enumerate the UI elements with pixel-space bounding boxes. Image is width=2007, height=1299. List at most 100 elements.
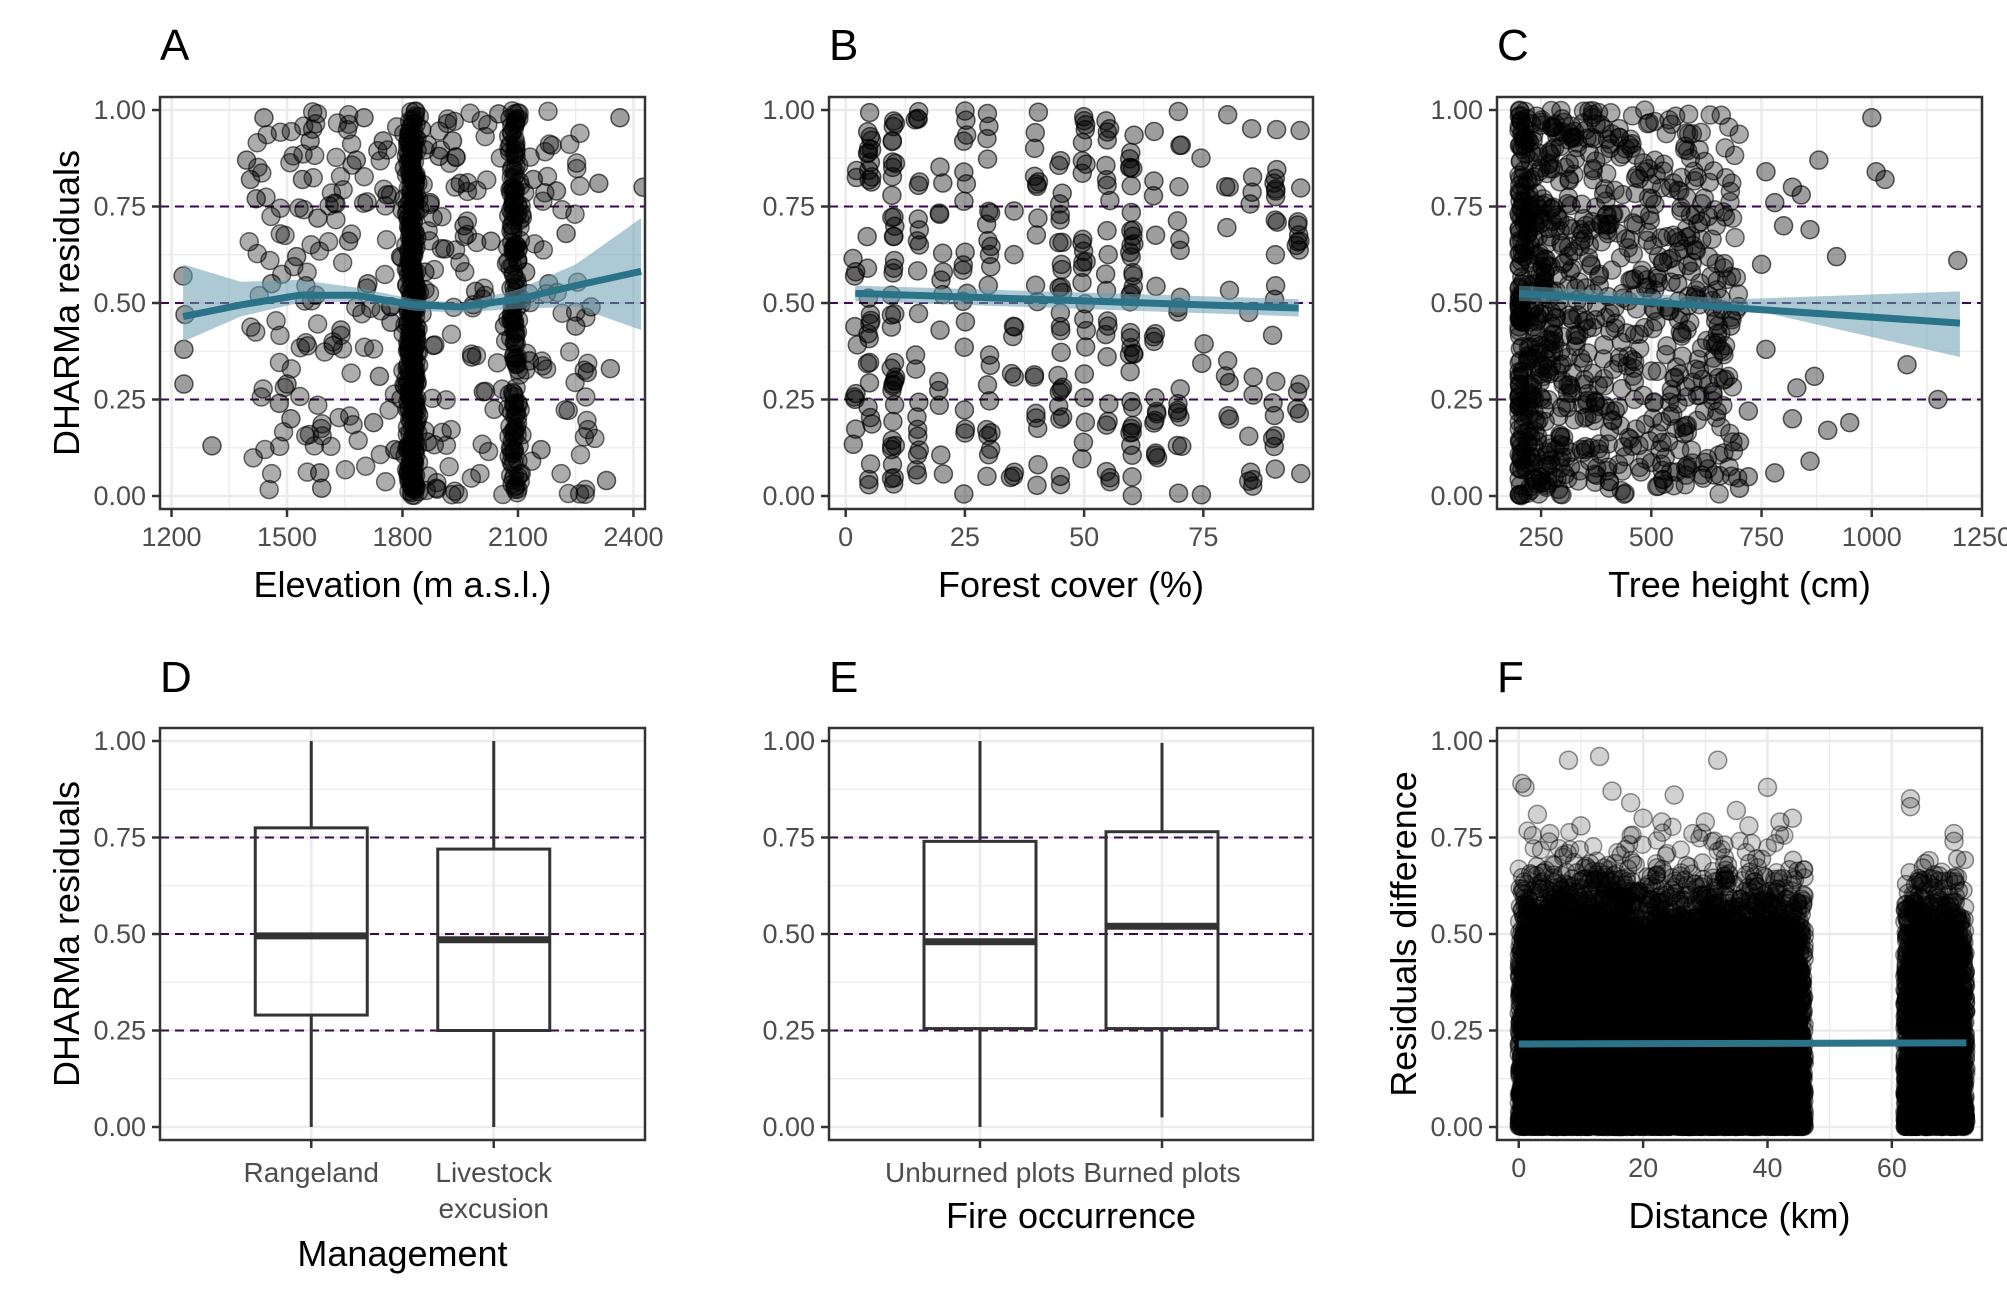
data-point bbox=[1509, 386, 1529, 406]
data-point bbox=[1782, 409, 1803, 429]
data-point bbox=[1167, 435, 1188, 456]
x-axis-title: Elevation (m a.s.l.) bbox=[253, 564, 551, 605]
data-point bbox=[1548, 265, 1568, 286]
data-point bbox=[321, 436, 341, 457]
data-point bbox=[1264, 173, 1284, 193]
data-point bbox=[1528, 147, 1548, 167]
data-point bbox=[301, 235, 321, 255]
data-point bbox=[477, 170, 497, 190]
data-point bbox=[546, 181, 567, 201]
data-point bbox=[1191, 485, 1212, 505]
category-label: Unburned plots bbox=[885, 1157, 1075, 1188]
data-point bbox=[1666, 462, 1687, 482]
data-point bbox=[1143, 186, 1164, 206]
data-point bbox=[346, 150, 367, 170]
data-point bbox=[381, 312, 401, 333]
data-point bbox=[1657, 336, 1677, 356]
data-point bbox=[1862, 107, 1882, 128]
data-point bbox=[1551, 427, 1571, 447]
data-point bbox=[1784, 1113, 1803, 1132]
box-2 bbox=[1104, 742, 1220, 1118]
data-point bbox=[415, 262, 435, 282]
data-point bbox=[337, 120, 358, 140]
data-point bbox=[1048, 365, 1068, 386]
x-axis-title: Fire occurrence bbox=[946, 1195, 1196, 1236]
data-point bbox=[860, 304, 881, 325]
data-point bbox=[906, 460, 927, 480]
data-point bbox=[1557, 908, 1577, 928]
data-point bbox=[1928, 389, 1948, 410]
data-point bbox=[1072, 257, 1093, 278]
x-tick-label: 50 bbox=[1069, 522, 1099, 552]
data-point bbox=[979, 201, 999, 222]
data-point bbox=[1517, 224, 1538, 244]
data-point bbox=[1529, 466, 1550, 487]
data-point bbox=[423, 335, 444, 356]
data-point bbox=[1875, 169, 1895, 190]
data-point bbox=[862, 414, 882, 434]
data-point bbox=[275, 225, 295, 246]
data-point bbox=[1240, 194, 1260, 214]
x-tick-label: 1800 bbox=[372, 522, 432, 552]
data-point bbox=[1659, 1106, 1678, 1125]
data-point bbox=[882, 166, 903, 187]
data-point bbox=[494, 316, 515, 336]
data-point bbox=[1694, 401, 1715, 422]
data-point bbox=[884, 226, 904, 247]
data-point bbox=[236, 150, 257, 170]
data-point bbox=[465, 281, 486, 302]
y-tick-label: 0.75 bbox=[93, 192, 146, 222]
data-point bbox=[1707, 898, 1726, 917]
data-point bbox=[446, 147, 466, 167]
data-point bbox=[1559, 154, 1580, 174]
data-point bbox=[441, 324, 462, 344]
data-point bbox=[1051, 342, 1071, 363]
smooth-line bbox=[182, 267, 642, 320]
data-point bbox=[1003, 326, 1023, 347]
data-point bbox=[1000, 467, 1021, 488]
data-point bbox=[1763, 980, 1783, 1000]
data-point bbox=[403, 212, 424, 232]
data-point bbox=[1646, 476, 1667, 497]
data-point bbox=[929, 371, 949, 392]
data-point bbox=[859, 328, 879, 349]
data-point bbox=[1075, 412, 1096, 433]
data-point bbox=[286, 246, 307, 267]
data-point bbox=[883, 111, 904, 131]
data-point bbox=[1584, 464, 1605, 484]
data-point bbox=[305, 114, 326, 134]
data-point bbox=[1621, 1089, 1640, 1109]
data-point bbox=[1049, 232, 1069, 253]
data-point bbox=[1119, 344, 1140, 365]
data-point bbox=[1719, 117, 1739, 137]
data-point bbox=[1050, 204, 1071, 225]
data-point bbox=[1729, 432, 1750, 452]
data-point bbox=[1623, 244, 1644, 264]
data-point bbox=[1120, 328, 1141, 348]
data-point bbox=[1773, 216, 1794, 236]
data-point bbox=[1564, 164, 1584, 185]
data-point bbox=[1050, 210, 1070, 230]
data-point bbox=[1287, 399, 1307, 419]
data-point bbox=[401, 385, 421, 405]
data-point bbox=[1722, 377, 1743, 397]
smooth-line bbox=[1518, 289, 1961, 327]
data-point bbox=[1698, 459, 1718, 479]
data-point bbox=[1710, 340, 1731, 360]
plot-area bbox=[253, 741, 552, 1127]
data-point bbox=[1595, 307, 1616, 328]
data-point bbox=[1287, 382, 1308, 402]
y-tick-label: 0.50 bbox=[762, 288, 815, 318]
data-point bbox=[1804, 366, 1825, 387]
y-axis-title: DHARMa residuals bbox=[46, 150, 87, 456]
y-axis: 0.000.250.500.751.00 bbox=[762, 95, 829, 511]
data-point bbox=[260, 250, 280, 271]
data-point bbox=[1099, 118, 1120, 139]
data-point bbox=[1677, 422, 1698, 443]
data-point bbox=[1756, 339, 1776, 360]
data-point bbox=[551, 463, 571, 484]
data-point bbox=[1726, 1109, 1745, 1128]
data-point bbox=[1145, 410, 1165, 431]
data-point bbox=[1049, 194, 1070, 214]
